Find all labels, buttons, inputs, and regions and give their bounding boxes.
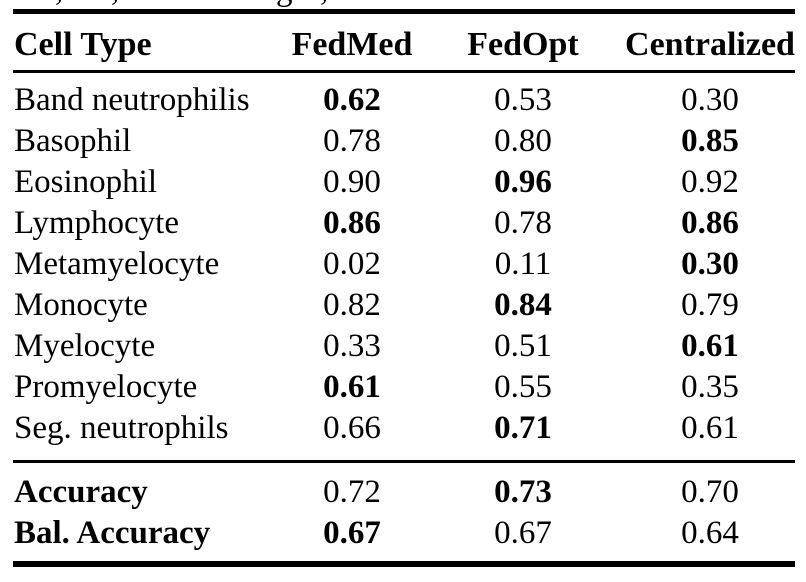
table-row: Eosinophil 0.90 0.96 0.92 bbox=[13, 162, 795, 203]
score-cell: 0.30 bbox=[681, 82, 739, 118]
score-cell: 0.71 bbox=[494, 410, 552, 446]
row-label-accuracy: Accuracy bbox=[14, 474, 148, 510]
row-label-myelocyte: Myelocyte bbox=[14, 328, 156, 364]
score-cell: 0.92 bbox=[681, 164, 739, 200]
score-cell: 0.61 bbox=[681, 410, 739, 446]
row-label-promyelocyte: Promyelocyte bbox=[14, 369, 198, 405]
table-top-rule bbox=[13, 9, 795, 14]
row-label-basophil: Basophil bbox=[14, 123, 132, 159]
score-cell: 0.90 bbox=[323, 164, 381, 200]
score-cell: 0.78 bbox=[323, 123, 381, 159]
caption-fragment: , bbox=[55, 0, 63, 7]
table-row: Metamyelocyte 0.02 0.11 0.30 bbox=[13, 244, 795, 285]
score-cell: 0.79 bbox=[681, 287, 739, 323]
table-row: Promyelocyte 0.61 0.55 0.35 bbox=[13, 367, 795, 408]
score-cell: 0.53 bbox=[494, 82, 552, 118]
score-cell: 0.55 bbox=[494, 369, 552, 405]
table-body: Band neutrophilis 0.62 0.53 0.30 Basophil 0.7… bbox=[13, 80, 795, 449]
table-row: Seg. neutrophils 0.66 0.71 0.61 bbox=[13, 408, 795, 449]
table-row: Bal. Accuracy 0.67 0.67 0.64 bbox=[13, 513, 795, 554]
score-cell: 0.72 bbox=[323, 474, 381, 510]
score-cell: 0.67 bbox=[494, 515, 552, 551]
score-cell: 0.85 bbox=[681, 123, 739, 159]
caption-fragment: , bbox=[320, 0, 328, 7]
row-label-lymphocyte: Lymphocyte bbox=[14, 205, 179, 241]
score-cell: 0.33 bbox=[323, 328, 381, 364]
row-label-eosinophil: Eosinophil bbox=[14, 164, 158, 200]
score-cell: 0.61 bbox=[681, 328, 739, 364]
table-bottom-rule bbox=[13, 561, 795, 567]
score-cell: 0.80 bbox=[494, 123, 552, 159]
table-row: Myelocyte 0.33 0.51 0.61 bbox=[13, 326, 795, 367]
score-cell: 0.84 bbox=[494, 287, 552, 323]
score-cell: 0.61 bbox=[323, 369, 381, 405]
score-cell: 0.02 bbox=[323, 246, 381, 282]
score-cell: 0.66 bbox=[323, 410, 381, 446]
score-cell: 0.11 bbox=[494, 246, 552, 282]
score-cell: 0.35 bbox=[681, 369, 739, 405]
score-cell: 0.70 bbox=[681, 474, 739, 510]
score-cell: 0.82 bbox=[323, 287, 381, 323]
cropped-caption-line: ,, g, bbox=[0, 0, 806, 9]
table-header-rule bbox=[13, 70, 795, 73]
caption-fragment: g bbox=[276, 0, 293, 7]
column-header-fedopt: FedOpt bbox=[467, 26, 579, 63]
row-label-band-neutrophilis: Band neutrophilis bbox=[14, 82, 250, 118]
table-row: Accuracy 0.72 0.73 0.70 bbox=[13, 472, 795, 513]
score-cell: 0.86 bbox=[681, 205, 739, 241]
score-cell: 0.62 bbox=[323, 82, 381, 118]
table-row: Band neutrophilis 0.62 0.53 0.30 bbox=[13, 80, 795, 121]
table-row: Basophil 0.78 0.80 0.85 bbox=[13, 121, 795, 162]
score-cell: 0.64 bbox=[681, 515, 739, 551]
score-cell: 0.96 bbox=[494, 164, 552, 200]
table-header-row: Cell Type FedMed FedOpt Centralized bbox=[13, 22, 795, 68]
row-label-seg-neutrophils: Seg. neutrophils bbox=[14, 410, 229, 446]
table-mid-rule bbox=[13, 460, 795, 463]
score-cell: 0.30 bbox=[681, 246, 739, 282]
column-header-centralized: Centralized bbox=[625, 26, 795, 63]
column-header-fedmed: FedMed bbox=[291, 26, 413, 63]
table-summary-body: Accuracy 0.72 0.73 0.70 Bal. Accuracy 0.67 0.6… bbox=[13, 472, 795, 554]
column-header-cell-type: Cell Type bbox=[14, 26, 152, 63]
score-cell: 0.78 bbox=[494, 205, 552, 241]
row-label-metamyelocyte: Metamyelocyte bbox=[14, 246, 220, 282]
caption-fragment: , bbox=[111, 0, 119, 7]
row-label-bal-accuracy: Bal. Accuracy bbox=[14, 515, 211, 551]
score-cell: 0.73 bbox=[494, 474, 552, 510]
table-row: Monocyte 0.82 0.84 0.79 bbox=[13, 285, 795, 326]
score-cell: 0.51 bbox=[494, 328, 552, 364]
score-cell: 0.86 bbox=[323, 205, 381, 241]
table-row: Lymphocyte 0.86 0.78 0.86 bbox=[13, 203, 795, 244]
row-label-monocyte: Monocyte bbox=[14, 287, 148, 323]
score-cell: 0.67 bbox=[323, 515, 381, 551]
